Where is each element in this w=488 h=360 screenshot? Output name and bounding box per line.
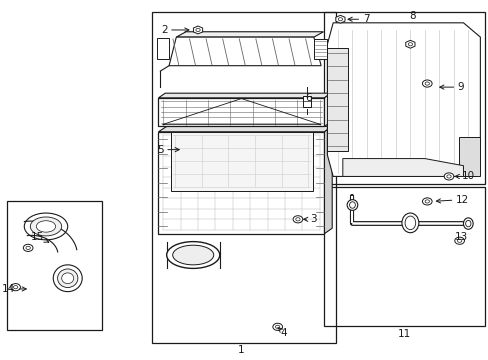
Circle shape	[292, 216, 302, 223]
Text: 15: 15	[31, 232, 49, 242]
Circle shape	[443, 173, 453, 180]
Circle shape	[422, 80, 431, 87]
Circle shape	[424, 82, 428, 85]
Polygon shape	[158, 98, 324, 126]
Circle shape	[295, 218, 300, 221]
Ellipse shape	[58, 269, 78, 288]
Polygon shape	[324, 93, 330, 126]
Ellipse shape	[172, 245, 213, 265]
Ellipse shape	[30, 217, 61, 236]
Circle shape	[446, 175, 450, 178]
Polygon shape	[405, 40, 414, 48]
Ellipse shape	[349, 202, 355, 208]
Text: 4: 4	[277, 327, 286, 338]
Circle shape	[454, 237, 464, 244]
Circle shape	[422, 198, 431, 205]
Bar	[323, 12, 484, 184]
Text: 11: 11	[397, 329, 410, 339]
Polygon shape	[326, 48, 347, 152]
Polygon shape	[324, 126, 331, 234]
Text: 9: 9	[439, 82, 464, 92]
Text: 3: 3	[303, 214, 317, 224]
Ellipse shape	[404, 216, 415, 230]
Polygon shape	[335, 15, 345, 23]
Ellipse shape	[465, 220, 470, 227]
Circle shape	[275, 325, 279, 328]
Polygon shape	[326, 23, 479, 176]
Bar	[302, 96, 311, 107]
Bar	[170, 132, 312, 191]
Text: 6: 6	[304, 93, 311, 103]
Polygon shape	[169, 37, 321, 66]
Polygon shape	[158, 126, 331, 132]
Text: 13: 13	[453, 232, 467, 242]
Ellipse shape	[61, 273, 74, 284]
Text: 2: 2	[161, 25, 188, 35]
Polygon shape	[342, 158, 463, 176]
Polygon shape	[158, 93, 330, 98]
Text: 1: 1	[238, 345, 244, 355]
Circle shape	[456, 239, 461, 242]
Circle shape	[13, 285, 18, 289]
Ellipse shape	[346, 200, 357, 210]
Text: 8: 8	[408, 11, 415, 21]
Polygon shape	[176, 32, 323, 37]
Text: 10: 10	[454, 171, 474, 181]
Circle shape	[26, 246, 30, 249]
Circle shape	[23, 244, 33, 251]
Ellipse shape	[463, 218, 472, 229]
Text: 14: 14	[2, 284, 26, 294]
Ellipse shape	[53, 265, 82, 292]
Circle shape	[338, 18, 342, 21]
Bar	[152, 12, 335, 342]
Bar	[313, 39, 326, 59]
Circle shape	[424, 200, 428, 203]
Ellipse shape	[166, 242, 219, 269]
Circle shape	[407, 43, 412, 46]
Circle shape	[196, 28, 200, 32]
Text: 12: 12	[435, 195, 468, 204]
Bar	[323, 187, 484, 327]
Ellipse shape	[24, 213, 67, 240]
Bar	[157, 38, 169, 59]
Ellipse shape	[401, 213, 418, 233]
Text: 5: 5	[157, 145, 179, 155]
Ellipse shape	[36, 221, 56, 232]
Circle shape	[11, 284, 20, 291]
Bar	[7, 202, 102, 330]
Circle shape	[272, 323, 282, 330]
Polygon shape	[158, 132, 324, 234]
Text: 7: 7	[347, 14, 368, 24]
Polygon shape	[193, 26, 202, 34]
Polygon shape	[458, 137, 479, 176]
